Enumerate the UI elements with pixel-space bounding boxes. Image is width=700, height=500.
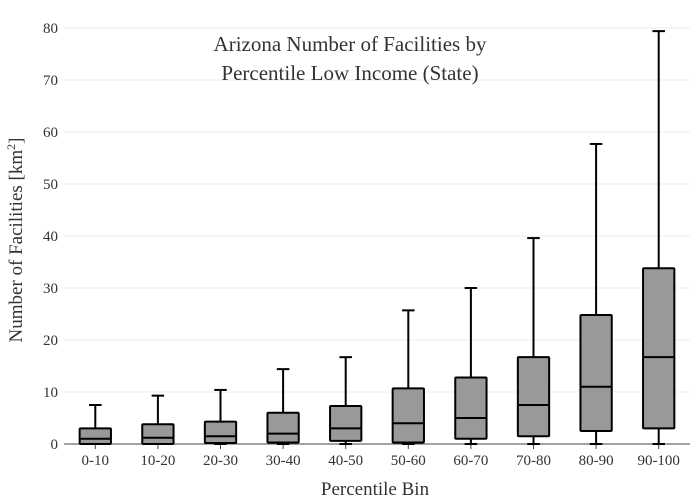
x-axis-label: Percentile Bin — [321, 479, 430, 500]
box-iqr — [78, 427, 112, 445]
y-tick-label: 20 — [43, 333, 58, 349]
x-tick-label: 30-40 — [266, 453, 301, 469]
x-tick-label: 70-80 — [516, 453, 551, 469]
box-iqr — [329, 405, 363, 442]
x-tick-label: 60-70 — [453, 453, 488, 469]
gridlines — [64, 27, 690, 393]
box-group-90-100 — [642, 30, 676, 445]
y-tick-label: 0 — [51, 437, 59, 453]
x-tick-label: 50-60 — [391, 453, 426, 469]
y-tick-label: 50 — [43, 177, 58, 193]
y-tick-label: 70 — [43, 73, 58, 89]
box-iqr — [642, 267, 676, 430]
box-group-80-90 — [579, 142, 613, 445]
x-tick-label: 20-30 — [203, 453, 238, 469]
y-axis-label-sup: 2 — [4, 144, 18, 150]
y-tick-label: 80 — [43, 21, 58, 37]
chart-title-line-2: Percentile Low Income (State) — [221, 61, 478, 85]
box-iqr — [391, 387, 425, 444]
box-group-50-60 — [391, 309, 425, 445]
x-tick-label: 90-100 — [637, 453, 680, 469]
y-tick-label: 60 — [43, 125, 58, 141]
y-axis-label-close: ] — [6, 138, 27, 144]
x-tick-label: 40-50 — [328, 453, 363, 469]
box-iqr — [579, 314, 613, 433]
x-tick-label: 10-20 — [140, 453, 175, 469]
box-group-20-30 — [203, 388, 238, 445]
y-tick-label: 10 — [43, 385, 58, 401]
box-iqr — [266, 411, 300, 444]
y-tick-label: 40 — [43, 229, 58, 245]
box-iqr — [203, 420, 238, 444]
box-iqr — [516, 356, 551, 438]
y-axis-label: Number of Facilities [km2] — [4, 138, 27, 343]
x-tick-label: 0-10 — [82, 453, 110, 469]
box-group-40-50 — [329, 356, 363, 445]
box-group-70-80 — [516, 237, 551, 445]
boxes — [78, 30, 676, 445]
y-axis-label-text: Number of Facilities [km — [6, 150, 27, 343]
x-tick-label: 80-90 — [579, 453, 614, 469]
box-iqr — [454, 376, 488, 440]
box-group-30-40 — [266, 368, 300, 445]
box-iqr — [141, 423, 175, 445]
box-group-10-20 — [141, 394, 175, 445]
y-tick-label: 30 — [43, 281, 58, 297]
box-group-60-70 — [454, 287, 488, 445]
chart-title-line-1: Arizona Number of Facilities by — [214, 32, 487, 56]
box-group-0-10 — [78, 404, 112, 445]
